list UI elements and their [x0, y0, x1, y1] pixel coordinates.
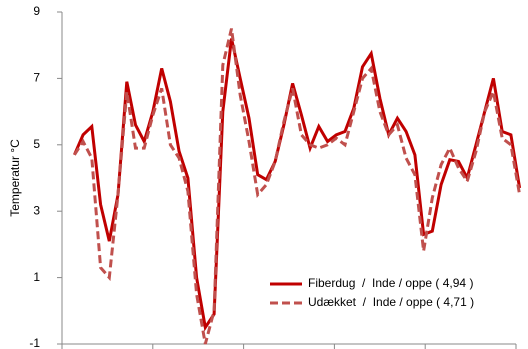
y-tick-label: 9 — [33, 4, 40, 18]
y-axis-label: Temperatur °C — [8, 139, 22, 217]
legend-label: Fiberdug / Inde / oppe ( 4,94 ) — [308, 276, 473, 290]
legend-label: Udækket / Inde / oppe ( 4,71 ) — [308, 295, 474, 309]
series-line — [73, 28, 522, 345]
y-tick-label: -1 — [29, 336, 40, 349]
y-tick-label: 7 — [33, 71, 40, 85]
y-tick-label: 1 — [33, 270, 40, 284]
y-tick-label: 3 — [33, 203, 40, 217]
y-tick-label: 5 — [33, 137, 40, 151]
